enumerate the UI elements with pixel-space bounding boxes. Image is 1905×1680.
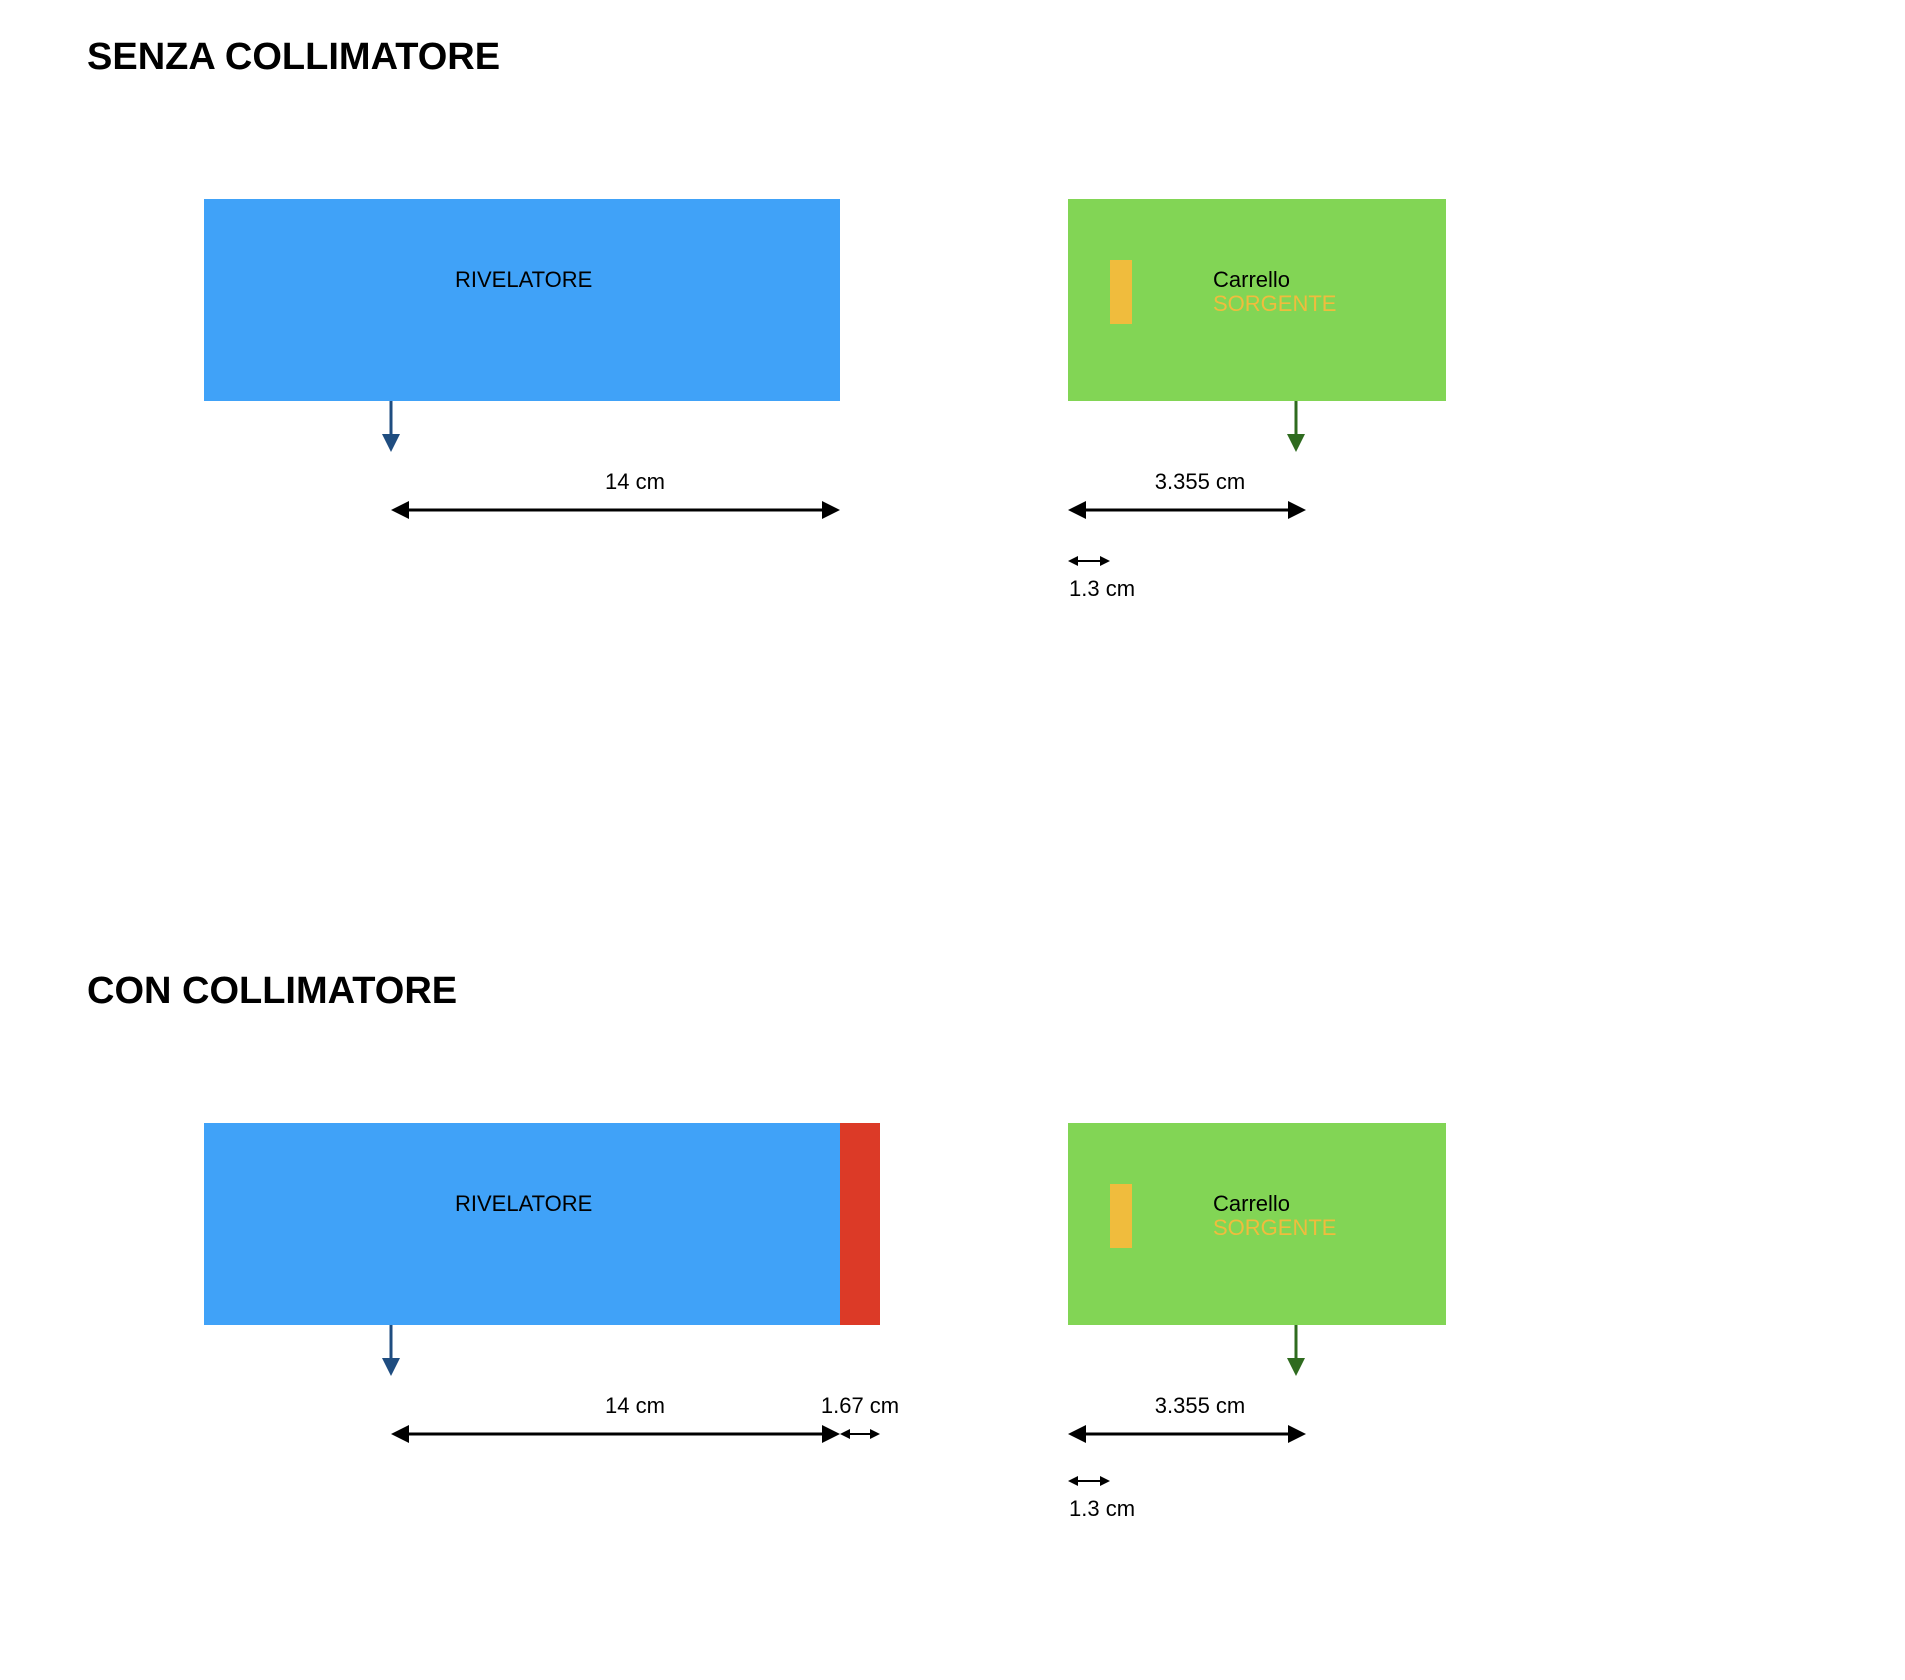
section-title: CON COLLIMATORE <box>87 970 458 1012</box>
source-offset-arrow <box>1068 1476 1110 1486</box>
collimator-block <box>840 1123 880 1325</box>
detector-block <box>204 199 840 401</box>
cart-length-arrow <box>1068 1425 1306 1443</box>
dimension-arrows <box>382 1325 1306 1486</box>
detector-block <box>204 1123 840 1325</box>
source-offset-label: 1.3 cm <box>1069 1496 1136 1521</box>
detector-reference-arrow <box>382 1325 400 1376</box>
collimator-length-label: 1.67 cm <box>820 1393 900 1418</box>
detector-label: RIVELATORE <box>455 267 593 292</box>
section-with-collimator: CON COLLIMATORE RIVELATORE Carrello SORG… <box>0 920 1905 1680</box>
source-label: SORGENTE <box>1213 291 1337 316</box>
cart-reference-arrow <box>1287 401 1305 452</box>
detector-label: RIVELATORE <box>455 1191 593 1216</box>
source-marker <box>1110 260 1132 324</box>
section-title: SENZA COLLIMATORE <box>87 36 501 78</box>
cart-length-label: 3.355 cm <box>1154 1393 1246 1418</box>
collimator-length-arrow <box>840 1429 880 1439</box>
cart-label: Carrello <box>1213 1191 1291 1216</box>
detector-length-label: 14 cm <box>605 469 665 494</box>
detector-length-arrow <box>391 501 840 519</box>
source-offset-arrow <box>1068 556 1110 566</box>
cart-length-arrow <box>1068 501 1306 519</box>
cart-label: Carrello <box>1213 267 1291 292</box>
source-marker <box>1110 1184 1132 1248</box>
detector-reference-arrow <box>382 401 400 452</box>
detector-length-label: 14 cm <box>605 1393 665 1418</box>
source-offset-label: 1.3 cm <box>1069 576 1136 601</box>
cart-length-label: 3.355 cm <box>1154 469 1246 494</box>
detector-length-arrow <box>391 1425 840 1443</box>
dimension-arrows <box>382 401 1306 566</box>
source-label: SORGENTE <box>1213 1215 1337 1240</box>
section-without-collimator: SENZA COLLIMATORE RIVELATORE Carrello SO… <box>0 0 1905 760</box>
cart-reference-arrow <box>1287 1325 1305 1376</box>
